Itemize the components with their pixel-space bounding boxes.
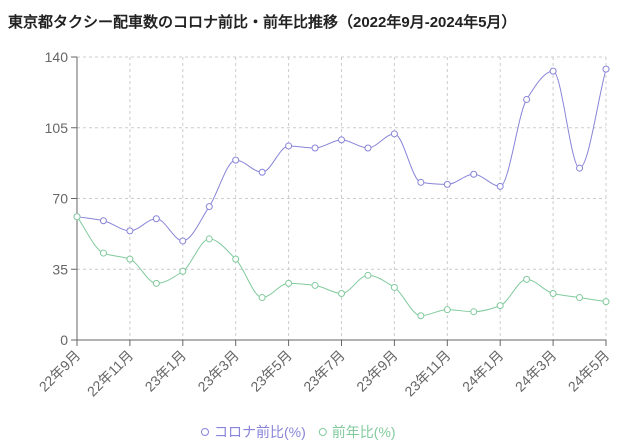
x-tick-label: 23年7月 xyxy=(300,347,348,395)
chart-title: 東京都タクシー配車数のコロナ前比・前年比推移（2022年9月-2024年5月） xyxy=(8,13,516,31)
point xyxy=(311,281,319,289)
x-tick-label: 23年3月 xyxy=(194,347,242,395)
point xyxy=(390,130,398,138)
point xyxy=(205,203,213,211)
point xyxy=(179,237,187,245)
legend-label: コロナ前比(%) xyxy=(214,424,306,440)
point xyxy=(496,302,504,310)
point xyxy=(364,144,372,152)
point xyxy=(443,180,451,188)
point xyxy=(417,312,425,320)
point xyxy=(99,217,107,225)
point xyxy=(258,294,266,302)
y-tick-label: 0 xyxy=(60,332,68,348)
point xyxy=(338,136,345,144)
point xyxy=(470,170,478,178)
point xyxy=(99,249,107,257)
point xyxy=(602,298,610,306)
point xyxy=(152,279,160,287)
point xyxy=(285,142,293,150)
y-tick-label: 140 xyxy=(45,49,69,65)
x-tick-label: 23年9月 xyxy=(353,347,401,395)
point xyxy=(179,267,187,275)
point xyxy=(523,95,531,103)
point xyxy=(152,215,160,223)
point xyxy=(258,168,266,176)
x-tick-label: 24年3月 xyxy=(512,347,560,395)
point xyxy=(390,283,398,291)
point xyxy=(549,67,557,75)
y-tick-label: 35 xyxy=(52,261,68,277)
x-tick-label: 22年11月 xyxy=(84,347,136,399)
point xyxy=(523,275,531,283)
legend-label: 前年比(%) xyxy=(332,424,396,440)
point xyxy=(576,294,584,302)
point xyxy=(338,290,345,298)
point xyxy=(126,255,134,263)
point xyxy=(126,227,134,235)
point xyxy=(73,213,81,221)
x-tick-label: 24年5月 xyxy=(565,347,613,395)
point xyxy=(285,279,293,287)
legend-marker xyxy=(201,428,209,436)
point xyxy=(496,182,504,190)
x-tick-label: 23年5月 xyxy=(247,347,295,395)
point xyxy=(417,178,425,186)
point xyxy=(311,144,319,152)
x-tick-label: 24年1月 xyxy=(459,347,507,395)
point xyxy=(364,271,372,279)
x-tick-label: 23年1月 xyxy=(142,347,190,395)
y-tick-label: 105 xyxy=(45,120,69,136)
x-tick-label: 22年9月 xyxy=(36,347,84,395)
point xyxy=(602,65,610,73)
point xyxy=(443,306,451,314)
point xyxy=(232,156,240,164)
point xyxy=(576,164,584,172)
point xyxy=(549,290,557,298)
point xyxy=(470,308,478,316)
legend-marker xyxy=(318,428,327,436)
point xyxy=(205,235,213,243)
x-tick-label: 23年11月 xyxy=(401,347,453,399)
point xyxy=(232,255,240,263)
y-tick-label: 70 xyxy=(52,191,68,207)
legend: コロナ前比(%) 前年比(%) xyxy=(201,424,396,440)
